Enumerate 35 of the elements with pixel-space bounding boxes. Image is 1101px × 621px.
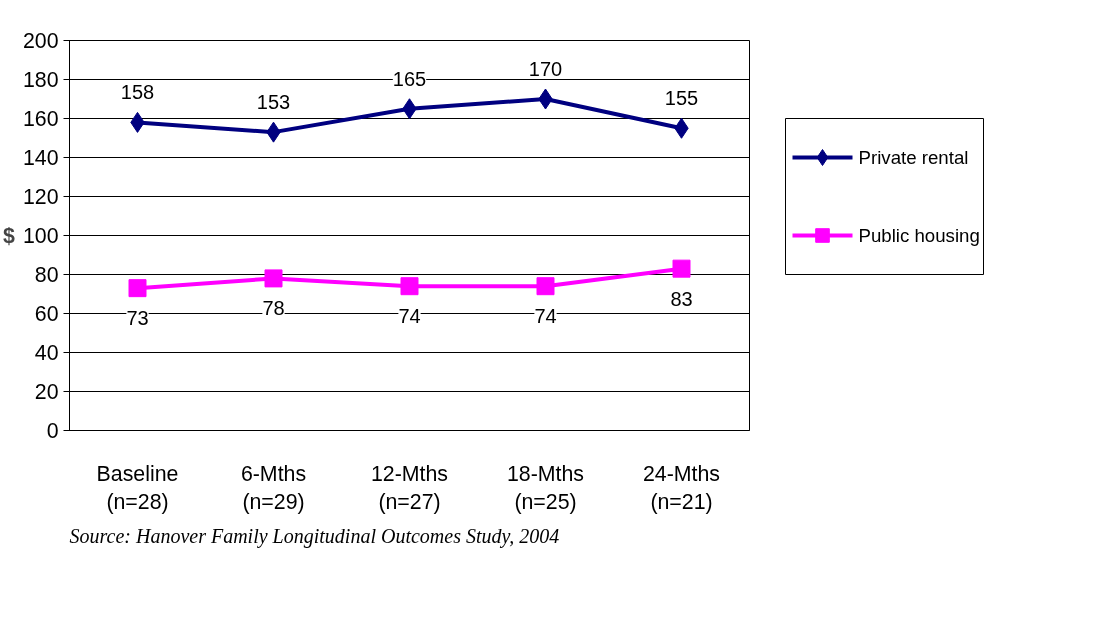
y-tick-label: 200 (22, 29, 59, 53)
y-tick-label: 60 (34, 302, 59, 326)
y-tick-label: 160 (22, 107, 59, 131)
y-tick-label: 80 (34, 263, 59, 287)
y-tick-label: 0 (46, 419, 59, 443)
data-label: 74 (534, 305, 557, 328)
data-label: 74 (398, 305, 421, 328)
point (128, 279, 147, 298)
y-tick-label: 20 (34, 380, 59, 404)
y-axis-title: $ (3, 223, 16, 248)
source-note: Source: Hanover Family Longitudinal Outcomes Study, 2004 (69, 524, 560, 548)
data-label: 165 (392, 67, 427, 90)
x-tick-label: 24-Mths (n=21) (642, 461, 721, 515)
data-label: 153 (256, 91, 291, 114)
point (672, 259, 691, 278)
data-label: 158 (120, 81, 155, 104)
legend-label: Private rental (858, 147, 969, 168)
y-tick-label: 40 (34, 341, 59, 365)
y-tick-label: 100 (22, 224, 59, 248)
data-label: 83 (670, 287, 693, 310)
data-label: 73 (126, 307, 149, 330)
point (536, 277, 555, 296)
data-label: 78 (262, 297, 285, 320)
x-tick-label: 18-Mths (n=25) (506, 461, 585, 515)
point (264, 269, 283, 288)
x-tick-label: 6-Mths (n=29) (240, 461, 307, 515)
x-tick-label: Baseline (n=28) (96, 461, 179, 515)
legend-label: Public housing (858, 225, 980, 246)
point (400, 277, 419, 296)
x-tick-label: 12-Mths (n=27) (370, 461, 449, 515)
y-tick-label: 180 (22, 68, 59, 92)
data-label: 170 (528, 58, 563, 80)
y-tick-label: 120 (22, 185, 59, 209)
data-label: 155 (664, 87, 699, 110)
y-tick-label: 140 (22, 146, 59, 170)
